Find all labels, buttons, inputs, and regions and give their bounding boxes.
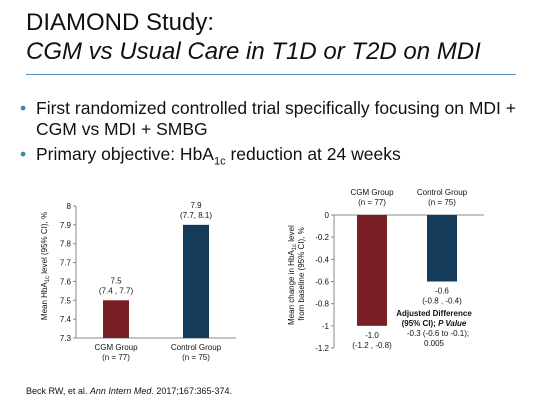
- y-tick-label: 8: [67, 202, 72, 211]
- ci-label: (-1.2 , -0.8): [352, 341, 392, 350]
- annotation-subheading-a: (95% CI);: [402, 319, 438, 328]
- category-label: CGM Group: [94, 343, 138, 352]
- bar: [183, 224, 209, 338]
- citation-journal: Ann Intern Med: [89, 386, 152, 396]
- title-divider: [26, 74, 516, 75]
- y-tick-label: -1: [322, 322, 330, 331]
- y-tick-label: 7.3: [60, 334, 72, 343]
- annotation-heading: Adjusted Difference: [396, 309, 472, 318]
- annotation-subheading-b: P Value: [438, 319, 467, 328]
- annotation-subheading: (95% CI); P Value: [402, 319, 467, 328]
- bar: [103, 300, 129, 338]
- bullet-text-end: reduction at 24 weeks: [225, 144, 401, 164]
- bullet-subscript: 1c: [213, 155, 226, 168]
- bullet-text: Primary objective: HbA: [36, 144, 214, 164]
- y-tick-label: -0.4: [315, 255, 329, 264]
- y-tick-label: 7.9: [60, 221, 72, 230]
- bullet-list: • First randomized controlled trial spec…: [20, 98, 520, 177]
- y-tick-label: 7.8: [60, 240, 72, 249]
- y-tick-label: -0.2: [315, 233, 329, 242]
- category-n-label: (n = 77): [358, 198, 386, 207]
- bullet-item: • First randomized controlled trial spec…: [20, 98, 520, 140]
- category-label: CGM Group: [350, 188, 394, 197]
- bar: [357, 215, 387, 326]
- category-n-label: (n = 75): [182, 353, 210, 362]
- category-n-label: (n = 77): [102, 353, 130, 362]
- annotation-p-value: 0.005: [424, 339, 445, 348]
- y-tick-label: -0.6: [315, 278, 329, 287]
- y-tick-label: -0.8: [315, 300, 329, 309]
- bullet-text: First randomized controlled trial specif…: [36, 98, 516, 139]
- citation-details: . 2017;167:365-374.: [151, 386, 232, 396]
- slide-title: DIAMOND Study: CGM vs Usual Care in T1D …: [26, 8, 526, 66]
- bar: [427, 215, 457, 282]
- y-tick-label: 7.5: [60, 296, 72, 305]
- data-label: 7.5: [110, 276, 122, 285]
- y-axis-label: Mean HbA1c level (95% CI), %: [40, 212, 51, 320]
- y-tick-label: 0: [325, 211, 330, 220]
- chart-change-hba1c: Mean change in HbA1c level from baseline…: [287, 188, 484, 353]
- y-tick-label: -1.2: [315, 344, 329, 353]
- category-label: Control Group: [171, 343, 222, 352]
- title-line-1: DIAMOND Study:: [26, 9, 215, 36]
- chart-mean-hba1c: Mean HbA1c level (95% CI), % 7.3 7.4 7.5 7.…: [40, 201, 236, 362]
- title-line-2: CGM vs Usual Care in T1D or T2D on MDI: [26, 38, 481, 65]
- citation-authors: Beck RW, et al.: [26, 386, 90, 396]
- bullet-item: • Primary objective: HbA1c reduction at …: [20, 144, 520, 173]
- data-label: 7.9: [190, 201, 202, 210]
- bullet-dot-icon: •: [20, 98, 27, 118]
- adjusted-difference-annotation: Adjusted Difference (95% CI); P Value -0…: [396, 309, 472, 348]
- data-label: -0.6: [435, 287, 449, 296]
- ci-label: (7.7, 8.1): [180, 211, 212, 220]
- citation: Beck RW, et al. Ann Intern Med. 2017;167…: [26, 386, 232, 396]
- y-axis-label: Mean change in HbA1c level from baseline…: [287, 223, 306, 325]
- annotation-value: -0.3 (-0.6 to -0.1);: [407, 329, 469, 338]
- ci-label: (-0.8 , -0.4): [422, 297, 462, 306]
- category-label: Control Group: [417, 188, 468, 197]
- y-tick-label: 7.4: [60, 315, 72, 324]
- ci-label: (7.4 , 7.7): [99, 286, 134, 295]
- data-label: -1.0: [365, 331, 379, 340]
- y-tick-label: 7.6: [60, 277, 72, 286]
- bullet-dot-icon: •: [20, 144, 27, 164]
- category-n-label: (n = 75): [428, 198, 456, 207]
- y-tick-label: 7.7: [60, 259, 72, 268]
